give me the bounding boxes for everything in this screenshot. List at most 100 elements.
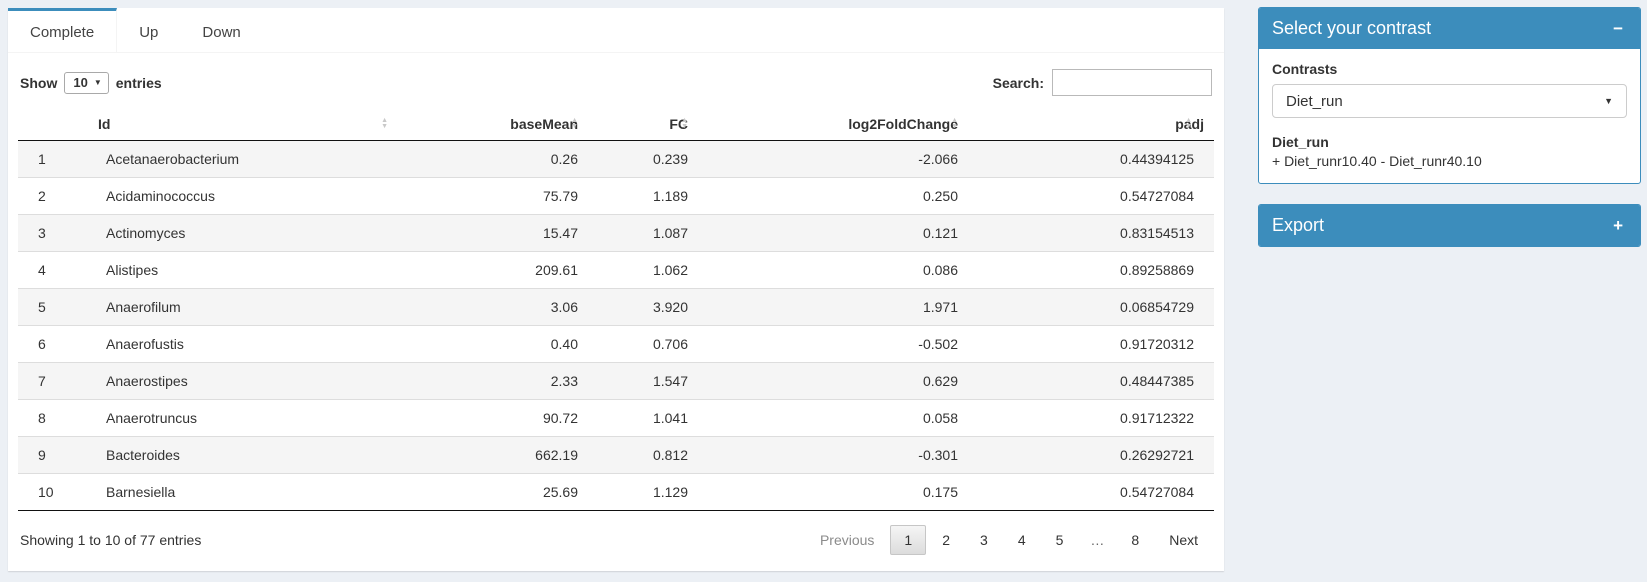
contrast-box-title: Select your contrast	[1272, 18, 1432, 38]
contrast-box-header: Select your contrast −	[1259, 8, 1640, 49]
cell-id: Barnesiella	[88, 473, 398, 511]
cell-padj: 0.54727084	[968, 473, 1214, 511]
table-row: 8 Anaerotruncus 90.72 1.041 0.058 0.91712322	[18, 399, 1214, 437]
row-index: 9	[18, 436, 88, 474]
tab-content: Show 10 ▼ entries Search:	[8, 53, 1224, 571]
pagination-page-5[interactable]: 5	[1055, 532, 1064, 548]
cell-basemean: 90.72	[398, 399, 588, 437]
cell-fc: 3.920	[588, 288, 698, 326]
cell-id: Anaerofilum	[88, 288, 398, 326]
cell-fc: 0.239	[588, 140, 698, 178]
cell-fc: 1.129	[588, 473, 698, 511]
column-header-log2foldchange[interactable]: log2FoldChange ▲ ▼	[698, 108, 968, 141]
cell-log2fc: 0.086	[698, 251, 968, 289]
table-footer: Showing 1 to 10 of 77 entries Previous 1 2…	[18, 513, 1214, 557]
show-label: Show	[20, 74, 58, 91]
column-header-basemean[interactable]: baseMean ▲ ▼	[398, 108, 588, 141]
cell-id: Actinomyces	[88, 214, 398, 252]
table-row: 6 Anaerofustis 0.40 0.706 -0.502 0.91720312	[18, 325, 1214, 363]
cell-basemean: 662.19	[398, 436, 588, 474]
results-table: Id ▲ ▼ baseMean ▲ ▼ FC ▲ ▼	[18, 108, 1214, 511]
cell-fc: 1.087	[588, 214, 698, 252]
table-header-row: Id ▲ ▼ baseMean ▲ ▼ FC ▲ ▼	[18, 108, 1214, 141]
table-row: 3 Actinomyces 15.47 1.087 0.121 0.83154513	[18, 214, 1214, 252]
cell-basemean: 25.69	[398, 473, 588, 511]
sort-icon: ▲ ▼	[951, 117, 958, 130]
pagination-page-4[interactable]: 4	[1017, 532, 1026, 548]
pagination-ellipsis: …	[1090, 532, 1105, 548]
cell-basemean: 2.33	[398, 362, 588, 400]
contrast-info: Diet_run + Diet_runr10.40 - Diet_runr40.…	[1272, 134, 1627, 169]
cell-log2fc: -2.066	[698, 140, 968, 178]
column-label: log2FoldChange	[848, 116, 958, 132]
caret-down-icon: ▼	[1604, 96, 1613, 106]
contrast-box-body: Contrasts Diet_run ▼ Diet_run + Diet_run…	[1259, 49, 1640, 183]
tab-down[interactable]: Down	[202, 24, 241, 41]
search-control: Search:	[993, 69, 1212, 96]
table-row: 5 Anaerofilum 3.06 3.920 1.971 0.06854729	[18, 288, 1214, 326]
sidebar: Select your contrast − Contrasts Diet_ru…	[1258, 7, 1641, 247]
table-row: 1 Acetanaerobacterium 0.26 0.239 -2.066 0.443…	[18, 140, 1214, 178]
cell-log2fc: 0.629	[698, 362, 968, 400]
row-index: 6	[18, 325, 88, 363]
cell-basemean: 0.26	[398, 140, 588, 178]
cell-id: Bacteroides	[88, 436, 398, 474]
contrast-formula: + Diet_runr10.40 - Diet_runr40.10	[1272, 153, 1482, 169]
tab-up[interactable]: Up	[139, 24, 159, 41]
column-label: padj	[1175, 116, 1204, 132]
tab-complete[interactable]: Complete	[8, 8, 118, 52]
tab-bar: Complete Up Down	[8, 8, 1224, 53]
page-length-select[interactable]: 10 ▼	[64, 71, 109, 94]
expand-plus-icon[interactable]: +	[1609, 215, 1627, 236]
table-row: 7 Anaerostipes 2.33 1.547 0.629 0.48447385	[18, 362, 1214, 400]
table-body: 1 Acetanaerobacterium 0.26 0.239 -2.066 0.443…	[18, 140, 1214, 511]
row-index: 2	[18, 177, 88, 215]
pagination-page-1[interactable]: 1	[890, 525, 927, 555]
cell-log2fc: 0.058	[698, 399, 968, 437]
pagination-next[interactable]: Next	[1169, 532, 1198, 548]
pagination-page-2[interactable]: 2	[942, 532, 951, 548]
cell-basemean: 75.79	[398, 177, 588, 215]
contrast-select-value: Diet_run	[1286, 92, 1343, 110]
search-input[interactable]	[1052, 69, 1212, 96]
cell-padj: 0.89258869	[968, 251, 1214, 289]
row-index: 4	[18, 251, 88, 289]
cell-id: Anaerostipes	[88, 362, 398, 400]
sort-icon: ▲ ▼	[681, 117, 688, 130]
column-header-id[interactable]: Id ▲ ▼	[88, 108, 398, 141]
pagination-page-8[interactable]: 8	[1131, 532, 1140, 548]
cell-padj: 0.06854729	[968, 288, 1214, 326]
cell-log2fc: 0.175	[698, 473, 968, 511]
cell-basemean: 209.61	[398, 251, 588, 289]
cell-fc: 0.812	[588, 436, 698, 474]
column-header-fc[interactable]: FC ▲ ▼	[588, 108, 698, 141]
column-label: Id	[98, 116, 111, 132]
showing-entries-info: Showing 1 to 10 of 77 entries	[20, 532, 202, 548]
row-index: 8	[18, 399, 88, 437]
cell-log2fc: -0.502	[698, 325, 968, 363]
collapse-minus-icon[interactable]: −	[1609, 18, 1627, 39]
cell-fc: 1.189	[588, 177, 698, 215]
table-row: 4 Alistipes 209.61 1.062 0.086 0.89258869	[18, 251, 1214, 289]
contrast-select[interactable]: Diet_run ▼	[1272, 84, 1627, 118]
cell-padj: 0.48447385	[968, 362, 1214, 400]
cell-id: Anaerofustis	[88, 325, 398, 363]
export-box-title: Export	[1272, 215, 1325, 235]
pagination-previous[interactable]: Previous	[819, 532, 875, 548]
table-row: 9 Bacteroides 662.19 0.812 -0.301 0.26292721	[18, 436, 1214, 474]
column-header-padj[interactable]: padj ▲ ▼	[968, 108, 1214, 141]
column-header-rownum	[18, 108, 88, 141]
table-row: 2 Acidaminococcus 75.79 1.189 0.250 0.5472708…	[18, 177, 1214, 215]
column-label: baseMean	[510, 116, 578, 132]
contrast-box: Select your contrast − Contrasts Diet_ru…	[1258, 7, 1641, 184]
row-index: 1	[18, 140, 88, 178]
pagination: Previous 1 2 3 4 5 … 8 Next	[804, 525, 1212, 555]
cell-padj: 0.91720312	[968, 325, 1214, 363]
cell-fc: 1.041	[588, 399, 698, 437]
cell-id: Acetanaerobacterium	[88, 140, 398, 178]
pagination-page-3[interactable]: 3	[980, 532, 988, 548]
sort-icon: ▲ ▼	[571, 117, 578, 130]
contrast-name: Diet_run	[1272, 134, 1329, 150]
row-index: 10	[18, 473, 88, 511]
cell-padj: 0.91712322	[968, 399, 1214, 437]
